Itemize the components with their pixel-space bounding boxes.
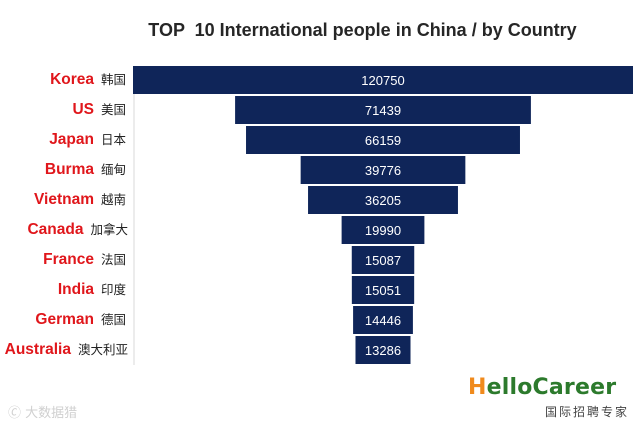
bar-france: [351, 246, 415, 274]
bar-value-label: 15087: [365, 253, 401, 268]
category-label-zh: 德国: [101, 312, 126, 327]
bar-us: [235, 96, 531, 124]
category-label-en: Australia: [5, 341, 72, 358]
category-label-zh: 法国: [101, 252, 126, 267]
category-label-en: German: [35, 311, 94, 328]
category-label-zh: 韩国: [101, 72, 126, 87]
logo-brand-rest: elloCareer: [486, 375, 617, 400]
logo-brand: HelloCareer: [468, 376, 633, 400]
bar-burma: [300, 156, 466, 184]
category-label-en: Japan: [49, 131, 94, 148]
category-label-en: Canada: [27, 221, 83, 238]
bar-german: [353, 306, 413, 334]
category-label-zh: 缅甸: [101, 162, 126, 177]
category-label-en: Vietnam: [34, 191, 94, 208]
category-label-zh: 印度: [101, 282, 127, 297]
category-label-en: Korea: [50, 71, 94, 88]
bar-india: [351, 276, 415, 304]
bar-value-label: 13286: [365, 343, 401, 358]
bar-value-label: 120750: [361, 73, 404, 88]
bar-japan: [246, 126, 520, 154]
watermark-text: 🄫 大数据猎: [8, 406, 78, 421]
category-label-en: France: [43, 251, 94, 268]
hellocareer-logo: HelloCareer 国际招聘专家: [468, 376, 633, 420]
category-label-en: Burma: [45, 161, 94, 178]
category-label-zh: 加拿大: [90, 222, 128, 237]
category-label-zh: 日本: [101, 132, 127, 147]
bar-canada: [341, 216, 425, 244]
bar-vietnam: [308, 186, 458, 214]
bar-australia: [355, 336, 411, 364]
logo-tagline: 国际招聘专家: [544, 405, 629, 419]
chart-title: TOP 10 International people in China / b…: [148, 20, 577, 40]
bar-value-label: 14446: [365, 313, 401, 328]
bar-value-label: 71439: [365, 103, 401, 118]
bar-value-label: 19990: [365, 223, 401, 238]
category-label-en: India: [58, 281, 95, 298]
labels-group: 韩国 Korea 美国 US 日本 Japan 缅甸 Burma 越南 Vietnam 加拿大 Can…: [5, 71, 128, 358]
category-label-zh: 美国: [101, 102, 126, 117]
bar-korea: [133, 66, 633, 94]
bar-value-label: 66159: [365, 133, 401, 148]
category-label-en: US: [72, 101, 94, 118]
category-label-zh: 越南: [101, 192, 126, 207]
bar-value-label: 39776: [365, 163, 401, 178]
bars-group: 120750 71439 66159 39776 36205 19990 15087 1505…: [133, 66, 633, 364]
category-label-zh: 澳大利亚: [78, 342, 128, 357]
bar-value-label: 15051: [365, 283, 401, 298]
logo-brand-initial: H: [468, 375, 487, 400]
bar-value-label: 36205: [365, 193, 401, 208]
